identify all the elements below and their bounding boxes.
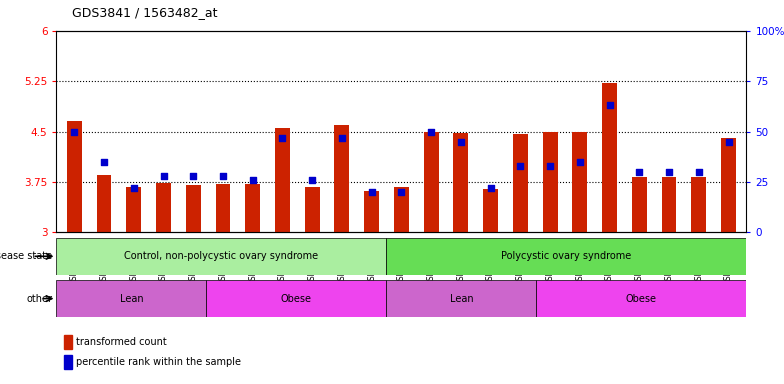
Bar bbox=[513, 134, 528, 232]
Bar bbox=[245, 184, 260, 232]
Point bbox=[128, 185, 140, 191]
Point bbox=[216, 173, 229, 179]
Bar bbox=[721, 138, 736, 232]
Bar bbox=[602, 83, 617, 232]
Bar bbox=[387, 280, 536, 317]
Bar bbox=[64, 334, 72, 349]
Text: Polycystic ovary syndrome: Polycystic ovary syndrome bbox=[501, 251, 632, 262]
Text: Lean: Lean bbox=[120, 293, 143, 304]
Bar bbox=[483, 189, 498, 232]
Point bbox=[395, 189, 408, 195]
Text: Lean: Lean bbox=[449, 293, 474, 304]
Point bbox=[485, 185, 497, 191]
Text: disease state: disease state bbox=[0, 251, 53, 262]
Bar bbox=[64, 355, 72, 369]
Point bbox=[158, 173, 170, 179]
Point bbox=[306, 177, 318, 183]
Bar bbox=[126, 187, 141, 232]
Bar bbox=[543, 132, 557, 232]
Point bbox=[662, 169, 675, 175]
Point bbox=[574, 159, 586, 165]
Point bbox=[692, 169, 705, 175]
Bar bbox=[96, 175, 111, 232]
Text: Obese: Obese bbox=[626, 293, 657, 304]
Point bbox=[68, 128, 81, 135]
Point bbox=[365, 189, 378, 195]
Point bbox=[98, 159, 111, 165]
Text: percentile rank within the sample: percentile rank within the sample bbox=[76, 357, 241, 367]
Bar bbox=[56, 280, 206, 317]
Bar bbox=[275, 128, 290, 232]
Bar bbox=[662, 177, 677, 232]
Bar bbox=[206, 280, 387, 317]
Bar bbox=[186, 185, 201, 232]
Bar bbox=[365, 190, 379, 232]
Text: transformed count: transformed count bbox=[76, 336, 167, 347]
Bar bbox=[572, 132, 587, 232]
Text: Control, non-polycystic ovary syndrome: Control, non-polycystic ovary syndrome bbox=[125, 251, 318, 262]
Bar bbox=[156, 183, 171, 232]
Point bbox=[336, 134, 348, 141]
Bar bbox=[536, 280, 746, 317]
Bar bbox=[423, 131, 438, 232]
Bar bbox=[305, 187, 320, 232]
Bar bbox=[335, 125, 350, 232]
Text: GDS3841 / 1563482_at: GDS3841 / 1563482_at bbox=[72, 6, 218, 19]
Bar bbox=[67, 121, 82, 232]
Point bbox=[187, 173, 199, 179]
Point bbox=[722, 139, 735, 145]
Bar bbox=[453, 133, 468, 232]
Text: Obese: Obese bbox=[281, 293, 312, 304]
Point bbox=[633, 169, 645, 175]
Point bbox=[425, 128, 437, 135]
Point bbox=[604, 102, 616, 108]
Bar bbox=[394, 187, 408, 232]
Point bbox=[246, 177, 259, 183]
Text: other: other bbox=[27, 293, 53, 304]
Bar bbox=[216, 184, 230, 232]
Point bbox=[544, 163, 557, 169]
Bar bbox=[691, 177, 706, 232]
Point bbox=[455, 139, 467, 145]
Bar bbox=[56, 238, 387, 275]
Point bbox=[276, 134, 289, 141]
Bar bbox=[632, 177, 647, 232]
Bar bbox=[387, 238, 746, 275]
Point bbox=[514, 163, 527, 169]
